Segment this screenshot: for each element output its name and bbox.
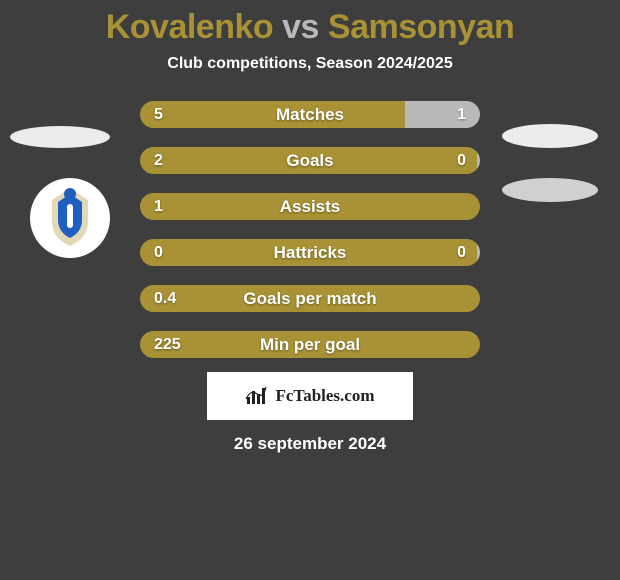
- stat-row: Goals per match 0.4: [140, 285, 480, 312]
- chart-icon: [245, 386, 269, 406]
- bar-right: [405, 101, 480, 128]
- stat-row: Min per goal 225: [140, 331, 480, 358]
- club-badge-icon: [30, 178, 110, 258]
- stat-value-left: 0: [154, 244, 163, 262]
- stat-row: Matches 5 1: [140, 101, 480, 128]
- brand-label: FcTables.com: [275, 386, 374, 406]
- stat-value-left: 2: [154, 152, 163, 170]
- stat-row: Hattricks 0 0: [140, 239, 480, 266]
- title-player1: Kovalenko: [106, 8, 273, 46]
- stat-value-left: 5: [154, 106, 163, 124]
- stat-value-right: 1: [457, 106, 466, 124]
- left-player-ellipse: [10, 126, 110, 148]
- brand-box: FcTables.com: [207, 372, 413, 420]
- stat-label: Hattricks: [274, 243, 347, 263]
- bar-right: [477, 147, 480, 174]
- stat-label: Matches: [276, 105, 344, 125]
- page-title: Kovalenko vs Samsonyan: [0, 0, 620, 47]
- bar-right: [477, 239, 480, 266]
- stat-value-left: 225: [154, 336, 181, 354]
- title-player2: Samsonyan: [328, 8, 514, 46]
- title-vs: vs: [282, 8, 319, 46]
- stat-label: Goals per match: [243, 289, 376, 309]
- bar-left: [140, 101, 405, 128]
- stat-value-left: 1: [154, 198, 163, 216]
- stat-value-right: 0: [457, 152, 466, 170]
- stat-value-right: 0: [457, 244, 466, 262]
- stat-label: Min per goal: [260, 335, 360, 355]
- subtitle: Club competitions, Season 2024/2025: [0, 55, 620, 73]
- right-player-ellipse: [502, 124, 598, 148]
- stat-label: Assists: [280, 197, 340, 217]
- date-label: 26 september 2024: [0, 434, 620, 454]
- stat-row: Goals 2 0: [140, 147, 480, 174]
- stat-value-left: 0.4: [154, 290, 176, 308]
- stat-label: Goals: [286, 151, 333, 171]
- stat-row: Assists 1: [140, 193, 480, 220]
- right-player-ellipse-2: [502, 178, 598, 202]
